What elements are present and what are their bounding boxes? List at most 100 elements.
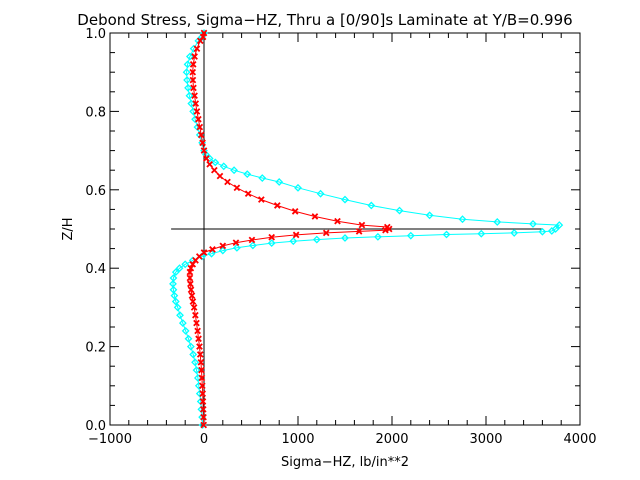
series-1-point: [289, 237, 298, 246]
series-2-point: [186, 268, 194, 276]
series-2-point: [196, 343, 203, 350]
y-axis-label: Z/H: [61, 217, 76, 240]
series-1-point: [555, 221, 564, 229]
series-1-point: [183, 76, 191, 84]
series-2-point: [187, 286, 195, 294]
series-2-point: [189, 68, 197, 76]
series-1-point: [230, 166, 238, 175]
x-tick-label: −1000: [88, 432, 132, 447]
series-2-point: [186, 274, 194, 282]
series-1-point: [171, 297, 180, 306]
series-2-point: [195, 115, 202, 123]
series-2-point: [199, 398, 207, 405]
series-2-point: [203, 155, 210, 162]
series-1-point: [316, 189, 325, 198]
series-2-point: [216, 172, 224, 180]
series-2-point: [190, 84, 197, 92]
y-tick-label: 0.2: [85, 341, 106, 356]
series-2-point: [334, 217, 341, 225]
series-2-point: [196, 351, 204, 358]
series-2-point: [187, 280, 194, 288]
series-1-point: [493, 218, 502, 226]
series-1-point: [547, 227, 556, 235]
series-2-point: [193, 319, 200, 327]
series-2-point: [189, 61, 197, 68]
series-1-point: [267, 239, 276, 248]
series-2-point: [197, 131, 205, 139]
series-1-point: [425, 211, 434, 220]
series-1-point: [395, 206, 404, 215]
series-1-point: [183, 60, 192, 69]
series-1-point: [312, 235, 321, 244]
series-1-point: [373, 232, 382, 241]
series-1-point: [176, 311, 184, 320]
series-1-point: [243, 170, 252, 179]
x-axis-label: Sigma−HZ, lb/in**2: [281, 455, 409, 470]
series-2-point: [197, 358, 205, 366]
series-2-point: [200, 413, 207, 421]
x-tick-label: 0: [200, 432, 208, 447]
series-2-point: [190, 304, 198, 311]
series-1-point: [189, 350, 198, 359]
series-1-point: [248, 241, 257, 250]
series-1-point: [442, 230, 451, 239]
x-tick-label: 4000: [563, 432, 596, 447]
series-2-point: [232, 239, 240, 247]
series-2-point: [198, 374, 206, 382]
series-1-point: [173, 303, 182, 312]
axis-ticks: −1000 0 1000 2000 3000 4000 0.0 0.2 0.4 0.6 0.8 1.0: [85, 27, 596, 447]
series-1-point: [551, 225, 560, 233]
series-2-point: [191, 92, 198, 100]
chart-title: Debond Stress, Sigma−HZ, Thru a [0/90]s …: [77, 11, 572, 29]
series-2-point: [200, 147, 208, 154]
series-2-point: [192, 100, 200, 107]
series-2-point: [189, 76, 197, 84]
series-2-point: [196, 123, 204, 131]
series-2-point: [291, 208, 299, 215]
series-1-point: [192, 366, 201, 375]
y-tick-label: 1.0: [85, 27, 106, 42]
series-2-point: [194, 327, 201, 335]
series-1-point: [232, 243, 241, 252]
series-2-point: [273, 202, 281, 209]
series-1-point: [170, 291, 179, 300]
series-2-point: [358, 221, 366, 229]
series-1-point: [181, 260, 190, 269]
series-2-point: [233, 184, 241, 192]
series-1-point: [185, 91, 194, 100]
y-tick-label: 0.6: [85, 184, 106, 199]
series-1-point: [529, 219, 537, 228]
series-layer: [169, 29, 564, 429]
series-1-point: [178, 319, 187, 327]
series-2-point: [292, 231, 300, 239]
x-tick-label: 2000: [375, 432, 408, 447]
series-1-point: [186, 342, 195, 351]
series-2-point: [188, 292, 196, 299]
series-1-point: [367, 201, 376, 210]
series-1-point: [184, 83, 192, 92]
series-2-point: [192, 311, 199, 319]
series-2-point: [248, 236, 256, 244]
y-tick-label: 0.8: [85, 105, 106, 120]
series-1-point: [184, 334, 193, 343]
series-1-point: [341, 195, 349, 204]
series-1-point: [185, 52, 194, 61]
series-1-point: [538, 227, 547, 236]
series-2-point: [199, 139, 206, 147]
x-tick-label: 3000: [469, 432, 502, 447]
series-1-point: [258, 174, 267, 182]
series-2-point: [195, 335, 202, 343]
series-1-point: [458, 215, 467, 224]
series-1-point: [510, 229, 519, 237]
series-1-point: [182, 68, 191, 77]
series-1-point: [275, 178, 284, 186]
x-tick-label: 1000: [281, 432, 314, 447]
series-2-point: [244, 190, 252, 198]
series-1-point: [218, 246, 227, 255]
series-1-point: [207, 249, 216, 258]
series-2-point: [311, 213, 319, 220]
series-2-point: [199, 390, 207, 397]
series-1-point: [477, 229, 486, 238]
series-1-point: [406, 231, 415, 240]
